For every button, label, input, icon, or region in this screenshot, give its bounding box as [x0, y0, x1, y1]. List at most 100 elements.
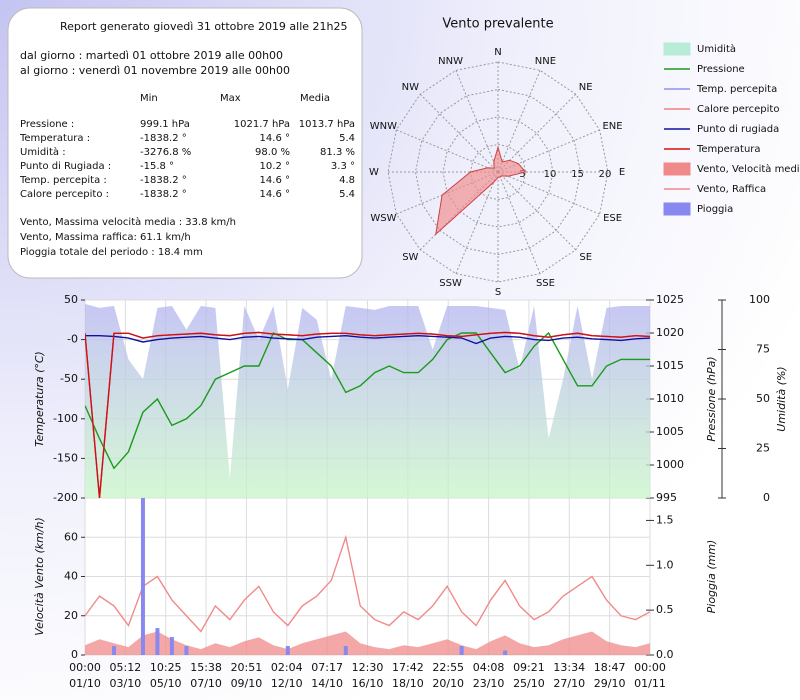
- line: [85, 331, 650, 498]
- tick-label: 100: [749, 293, 770, 306]
- report-max: 14.6 °: [260, 189, 290, 200]
- legend-label: Pressione: [697, 64, 745, 75]
- report-min: -1838.2 °: [140, 189, 187, 200]
- rain-bar: [184, 646, 189, 655]
- tick-label: -150: [53, 451, 78, 464]
- report-max: 14.6 °: [260, 175, 290, 186]
- area: [85, 303, 650, 498]
- tick-label: -200: [53, 491, 78, 504]
- rain-bar: [155, 628, 160, 655]
- legend-label: Umidità: [697, 43, 736, 55]
- x-tick-time: 07:17: [311, 661, 343, 674]
- x-tick-date: 12/10: [271, 677, 303, 690]
- rose-direction: NE: [579, 82, 593, 93]
- rose-tick-label: 10: [544, 169, 557, 180]
- rose-direction: ENE: [602, 121, 622, 132]
- rose-ring: [387, 61, 609, 283]
- line: [85, 334, 650, 345]
- rose-tick-label: 20: [599, 169, 612, 180]
- tick-label: -50: [60, 372, 78, 385]
- report-footer: Vento, Massima raffica: 61.1 km/h: [20, 232, 191, 243]
- tick-label: 40: [64, 570, 78, 583]
- tick-label: 1005: [656, 425, 684, 438]
- axis-title: Temperatura (°C): [33, 351, 46, 447]
- tick-label: 1025: [656, 293, 684, 306]
- tick-label: 1015: [656, 359, 684, 372]
- report-min: -15.8 °: [140, 161, 174, 172]
- axis-title: Umidità (%): [775, 366, 788, 431]
- report-row-label: Temperatura :: [19, 133, 90, 144]
- rose-tick-label: 15: [571, 169, 584, 180]
- tick-label: 995: [656, 491, 677, 504]
- rose-ring: [414, 88, 582, 256]
- x-tick-date: 01/11: [634, 677, 666, 690]
- rose-direction: WNW: [370, 121, 397, 132]
- x-tick-date: 16/10: [352, 677, 384, 690]
- report-box: [7, 7, 363, 279]
- x-tick-date: 20/10: [432, 677, 464, 690]
- x-tick-date: 03/10: [110, 677, 142, 690]
- area: [85, 631, 650, 655]
- report-footer: Vento, Massima velocità media : 33.8 km/…: [20, 216, 236, 228]
- report-row-label: Temp. percepita :: [19, 175, 107, 186]
- legend-swatch: [663, 202, 691, 216]
- report-avg: 5.4: [339, 189, 355, 200]
- tick-label: 1000: [656, 458, 684, 471]
- rain-bar: [285, 646, 290, 655]
- report-column: Media: [300, 93, 330, 104]
- x-tick-time: 00:00: [634, 661, 666, 674]
- legend-swatch: [663, 42, 691, 56]
- tick-label: 1010: [656, 392, 684, 405]
- report-from: dal giorno : martedì 01 ottobre 2019 all…: [20, 49, 283, 62]
- tick-label: 0.5: [656, 603, 674, 616]
- x-tick-date: 18/10: [392, 677, 424, 690]
- rose-direction: E: [619, 167, 625, 178]
- rose-title: Vento prevalente: [442, 17, 553, 32]
- rose-direction: N: [494, 47, 501, 58]
- x-tick-date: 05/10: [150, 677, 182, 690]
- x-tick-time: 18:47: [594, 661, 626, 674]
- rose-direction: W: [369, 167, 379, 178]
- report-min: 999.1 hPa: [140, 119, 190, 130]
- tick-label: 75: [756, 343, 770, 356]
- tick-label: 50: [64, 293, 78, 306]
- rose-direction: S: [495, 287, 501, 298]
- report-row-label: Calore percepito :: [20, 189, 109, 200]
- rose-tick-label: 5: [519, 169, 525, 180]
- x-tick-time: 15:38: [190, 661, 222, 674]
- report-row-label: Punto di Rugiada :: [20, 161, 111, 172]
- report-min: -1838.2 °: [140, 175, 187, 186]
- legend-label: Vento, Raffica: [697, 184, 766, 195]
- x-tick-time: 09:21: [513, 661, 545, 674]
- axis-title: Velocità Vento (km/h): [33, 517, 46, 636]
- rain-bar: [503, 650, 508, 655]
- rain-bar: [343, 646, 348, 655]
- x-tick-time: 22:55: [432, 661, 464, 674]
- report-column: Max: [220, 93, 241, 104]
- axis-title: Pressione (hPa): [705, 356, 718, 441]
- legend-label: Temperatura: [696, 144, 761, 155]
- x-tick-date: 23/10: [473, 677, 505, 690]
- x-tick-date: 29/10: [594, 677, 626, 690]
- x-tick-time: 12:30: [352, 661, 384, 674]
- tick-label: 1020: [656, 326, 684, 339]
- report-max: 98.0 %: [255, 147, 290, 158]
- legend-label: Calore percepito: [697, 104, 779, 115]
- report-row-label: Umidità :: [20, 146, 66, 158]
- report-max: 1021.7 hPa: [234, 119, 290, 130]
- tick-label: 1.5: [656, 513, 674, 526]
- report-title: Report generato giovedì 31 ottobre 2019 …: [60, 20, 348, 33]
- report-min: -1838.2 °: [140, 133, 187, 144]
- report-footer: Pioggia totale del periodo : 18.4 mm: [20, 247, 203, 258]
- tick-label: 0: [763, 491, 770, 504]
- x-tick-time: 04:08: [473, 661, 505, 674]
- rose-direction: SSW: [439, 278, 462, 289]
- rose-direction: SE: [579, 252, 592, 263]
- tick-label: -100: [53, 412, 78, 425]
- x-tick-time: 05:12: [110, 661, 142, 674]
- tick-label: 25: [756, 442, 770, 455]
- report-avg: 1013.7 hPa: [299, 119, 355, 130]
- rose-direction: NNW: [438, 56, 463, 67]
- x-tick-time: 10:25: [150, 661, 182, 674]
